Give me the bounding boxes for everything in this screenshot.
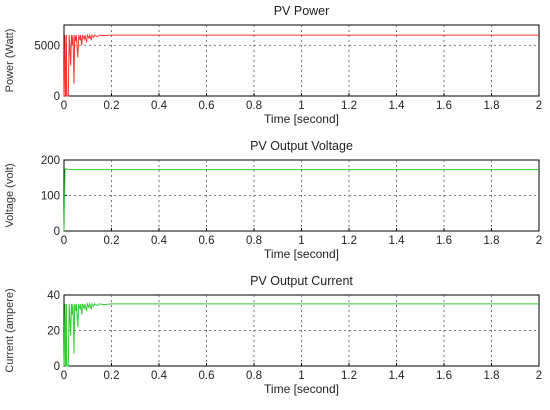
series-line [63, 167, 539, 232]
x-tick-label: 1.6 [436, 100, 452, 112]
x-tick-label: 1.4 [389, 100, 406, 112]
x-tick-label: 1 [298, 370, 304, 382]
x-tick-label: 1.8 [484, 100, 500, 112]
x-tick-label: 0 [61, 100, 67, 112]
x-axis-label: Time [second] [264, 382, 339, 396]
x-tick-label: 0.6 [199, 235, 215, 247]
x-tick-label: 0.4 [151, 100, 168, 112]
x-tick-label: 2 [536, 100, 542, 112]
chart-panel-2: PV Output Voltage 0 0.2 0.4 0.6 0.8 1 1.2 1.4 1.6… [4, 139, 542, 261]
x-tick-label: 1.8 [484, 235, 500, 247]
y-tick-label: 0 [54, 91, 60, 103]
y-axis-label: Current (ampere) [4, 288, 16, 372]
y-tick-label: 40 [47, 290, 60, 302]
x-axis-label: Time [second] [264, 247, 339, 261]
y-axis-label: Voltage (volt) [4, 163, 16, 227]
x-tick-label: 0.8 [246, 100, 262, 112]
x-tick-label: 0.2 [104, 235, 120, 247]
x-tick-label: 2 [536, 370, 542, 382]
x-tick-label: 0.4 [151, 235, 168, 247]
y-tick-label: 5000 [34, 40, 60, 52]
x-tick-label: 0.6 [199, 100, 215, 112]
x-tick-label: 1.6 [436, 235, 452, 247]
x-tick-label: 1.4 [389, 235, 406, 247]
x-tick-label: 0 [61, 370, 67, 382]
y-tick-label: 200 [41, 155, 60, 167]
x-tick-label: 1 [298, 100, 304, 112]
x-tick-label: 0 [61, 235, 67, 247]
y-tick-label: 0 [54, 361, 60, 373]
series-line [63, 33, 539, 97]
series-line [63, 301, 539, 367]
x-axis-label: Time [second] [264, 112, 339, 126]
x-tick-label: 0.8 [246, 235, 262, 247]
x-tick-label: 0.8 [246, 370, 262, 382]
x-tick-label: 1.6 [436, 370, 452, 382]
x-tick-label: 0.4 [151, 370, 168, 382]
x-tick-label: 1.2 [341, 100, 357, 112]
x-tick-label: 0.6 [199, 370, 215, 382]
x-tick-label: 0.2 [104, 370, 120, 382]
y-tick-label: 100 [41, 191, 60, 203]
chart-panel-3: PV Output Current 0 0.2 0.4 0.6 0.8 1 1.2 1.4 1.6… [4, 274, 542, 396]
y-tick-label: 20 [47, 326, 60, 338]
x-tick-label: 1.2 [341, 235, 357, 247]
x-tick-label: 1 [298, 235, 304, 247]
x-tick-label: 1.2 [341, 370, 357, 382]
x-tick-label: 2 [536, 235, 542, 247]
chart-title: PV Output Current [250, 274, 353, 288]
y-tick-label: 0 [54, 226, 60, 238]
chart-title: PV Output Voltage [250, 139, 353, 153]
chart-panel-1: PV Power 0 0.2 0.4 0.6 0.8 1 1.2 1.4 1.6 1.8 2 0 5000… [4, 4, 542, 126]
x-tick-label: 1.4 [389, 370, 406, 382]
x-tick-label: 0.2 [104, 100, 120, 112]
chart-title: PV Power [274, 4, 330, 18]
y-axis-label: Power (Watt) [4, 29, 16, 93]
x-tick-label: 1.8 [484, 370, 500, 382]
